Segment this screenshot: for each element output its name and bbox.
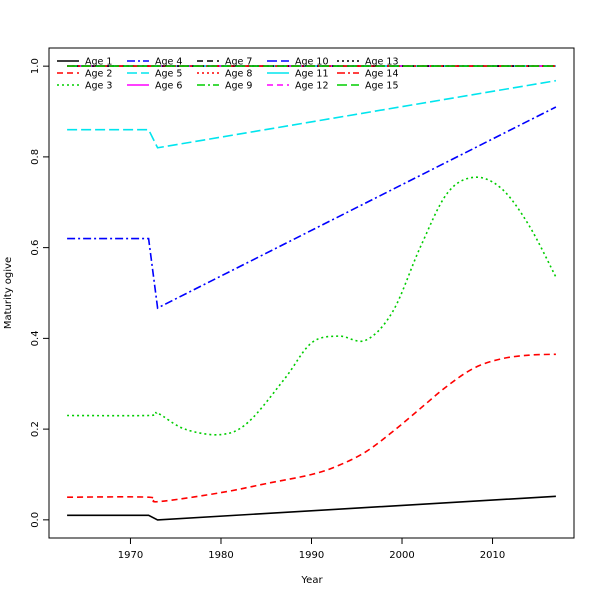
legend-label: Age 3	[85, 81, 112, 92]
legend-label: Age 7	[225, 57, 252, 68]
x-axis-label: Year	[300, 575, 323, 586]
y-tick-label: 0.2	[30, 421, 41, 437]
legend-label: Age 6	[155, 81, 182, 92]
legend-label: Age 14	[365, 69, 398, 80]
y-axis-label: Maturity ogive	[3, 257, 14, 329]
legend-label: Age 12	[295, 81, 328, 92]
legend-label: Age 1	[85, 57, 112, 68]
legend-label: Age 2	[85, 69, 112, 80]
x-tick-label: 1970	[118, 550, 143, 561]
series-line-age-1	[67, 495, 556, 521]
series-line-age-3	[67, 176, 557, 436]
legend-label: Age 13	[365, 57, 398, 68]
x-tick-label: 1980	[208, 550, 233, 561]
y-tick-label: 0.6	[30, 240, 41, 256]
y-tick-label: 0.0	[30, 512, 41, 528]
legend-label: Age 5	[155, 69, 182, 80]
x-tick-label: 1990	[299, 550, 324, 561]
legend-label: Age 4	[155, 57, 182, 68]
series-line-age-4	[67, 106, 557, 310]
legend-label: Age 11	[295, 69, 328, 80]
y-tick-label: 0.8	[30, 149, 41, 165]
x-tick-label: 2010	[480, 550, 505, 561]
axes-layer: 1970 1980 1990 2000 2010 0.0 0.2 0.4 0.6 0.8 1.0	[30, 58, 505, 561]
y-tick-label: 0.4	[30, 330, 41, 346]
legend-label: Age 9	[225, 81, 252, 92]
series-line-age-2	[67, 353, 556, 503]
series-layer	[67, 65, 557, 521]
y-tick-label: 1.0	[30, 58, 41, 74]
x-tick-label: 2000	[389, 550, 414, 561]
legend-label: Age 10	[295, 57, 328, 68]
legend-label: Age 15	[365, 81, 398, 92]
series-line-age-5	[67, 79, 557, 149]
legend-label: Age 8	[225, 69, 252, 80]
